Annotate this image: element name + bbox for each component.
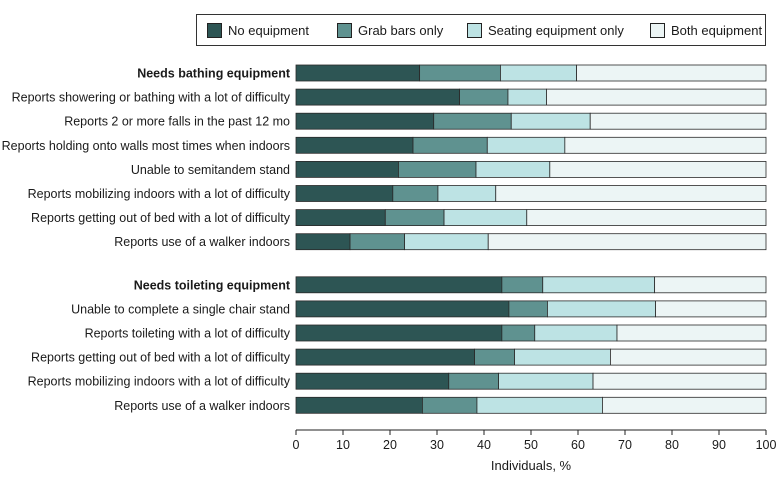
bar-g1-r6-no-equipment bbox=[295, 185, 394, 202]
bar-g1-r2-seating-equipment-only bbox=[507, 88, 547, 106]
bar-g1-r2-no-equipment bbox=[295, 88, 460, 106]
bar-g1-r5-no-equipment bbox=[295, 160, 399, 178]
bar-g2-r1-grab-bars-only bbox=[501, 276, 544, 294]
legend-item-both-equipment: Both equipment bbox=[650, 15, 762, 45]
bar-g2-r5-seating-equipment-only bbox=[498, 372, 594, 390]
bar-g2-r4-seating-equipment-only bbox=[514, 348, 611, 366]
bar-g2-r4-both-equipment bbox=[610, 348, 767, 366]
x-tick-label-100: 100 bbox=[756, 438, 777, 452]
chart-legend: No equipment Grab bars only Seating equi… bbox=[196, 14, 766, 46]
row-label-g2-r1: Needs toileting equipment bbox=[134, 278, 291, 292]
bar-g2-r3-no-equipment bbox=[295, 324, 503, 342]
bar-g1-r1-no-equipment bbox=[295, 64, 421, 82]
legend-swatch-no-equipment bbox=[207, 22, 222, 38]
bar-g1-r3-grab-bars-only bbox=[433, 112, 512, 130]
bar-g2-r3-seating-equipment-only bbox=[534, 324, 618, 342]
bar-g1-r3-no-equipment bbox=[295, 112, 435, 130]
legend-label-no-equipment: No equipment bbox=[228, 22, 309, 38]
row-label-g2-r3: Reports toileting with a lot of difficul… bbox=[85, 327, 291, 341]
bar-g1-r6-seating-equipment-only bbox=[437, 185, 497, 202]
bar-g1-r7-no-equipment bbox=[295, 209, 386, 227]
bar-g1-r1-seating-equipment-only bbox=[500, 64, 577, 82]
bar-g2-r2-both-equipment bbox=[655, 300, 767, 318]
bar-g1-r6-grab-bars-only bbox=[392, 185, 439, 202]
row-label-g1-r7: Reports getting out of bed with a lot of… bbox=[31, 211, 291, 225]
bar-g2-r3-grab-bars-only bbox=[501, 324, 536, 342]
bar-g2-r6-no-equipment bbox=[295, 396, 423, 414]
bar-g1-r2-grab-bars-only bbox=[459, 88, 509, 106]
legend-item-grab-bars-only: Grab bars only bbox=[337, 15, 443, 45]
legend-label-both-equipment: Both equipment bbox=[671, 22, 763, 38]
row-label-g1-r3: Reports 2 or more falls in the past 12 m… bbox=[64, 115, 290, 129]
bar-g1-r2-both-equipment bbox=[546, 88, 767, 106]
row-label-g2-r2: Unable to complete a single chair stand bbox=[71, 302, 290, 316]
bar-g2-r1-both-equipment bbox=[654, 276, 767, 294]
x-tick-label-50: 50 bbox=[524, 438, 538, 452]
bar-g1-r5-grab-bars-only bbox=[398, 160, 477, 178]
legend-swatch-both-equipment bbox=[650, 22, 665, 38]
bar-g1-r8-both-equipment bbox=[487, 233, 767, 251]
row-label-g1-r6: Reports mobilizing indoors with a lot of… bbox=[28, 187, 291, 201]
bar-g2-r1-no-equipment bbox=[295, 276, 503, 294]
bar-g1-r4-no-equipment bbox=[295, 136, 414, 154]
row-label-g2-r6: Reports use of a walker indoors bbox=[114, 399, 290, 413]
legend-label-seating-equipment-only: Seating equipment only bbox=[488, 22, 624, 38]
bar-g1-r7-both-equipment bbox=[526, 209, 767, 227]
x-tick-label-20: 20 bbox=[383, 438, 397, 452]
x-tick-label-80: 80 bbox=[665, 438, 679, 452]
row-label-g1-r1: Needs bathing equipment bbox=[137, 67, 291, 81]
bar-g1-r8-no-equipment bbox=[295, 233, 351, 251]
legend-swatch-grab-bars-only bbox=[337, 22, 352, 38]
x-tick-label-70: 70 bbox=[618, 438, 632, 452]
bar-g1-r7-seating-equipment-only bbox=[443, 209, 528, 227]
bar-g2-r2-grab-bars-only bbox=[508, 300, 548, 318]
x-tick-label-10: 10 bbox=[336, 438, 350, 452]
legend-item-no-equipment: No equipment bbox=[207, 15, 309, 45]
bar-g1-r3-seating-equipment-only bbox=[510, 112, 591, 130]
row-label-g2-r5: Reports mobilizing indoors with a lot of… bbox=[28, 375, 291, 389]
x-tick-label-30: 30 bbox=[430, 438, 444, 452]
bar-g1-r8-seating-equipment-only bbox=[404, 233, 489, 251]
x-tick-label-60: 60 bbox=[571, 438, 585, 452]
bar-g2-r2-no-equipment bbox=[295, 300, 510, 318]
bar-g2-r6-grab-bars-only bbox=[422, 396, 478, 414]
legend-item-seating-equipment-only: Seating equipment only bbox=[467, 15, 624, 45]
bar-g1-r3-both-equipment bbox=[589, 112, 767, 130]
x-tick-label-90: 90 bbox=[712, 438, 726, 452]
bar-g1-r8-grab-bars-only bbox=[349, 233, 405, 251]
bar-g1-r7-grab-bars-only bbox=[384, 209, 445, 227]
x-tick-label-0: 0 bbox=[293, 438, 300, 452]
row-label-g2-r4: Reports getting out of bed with a lot of… bbox=[31, 351, 291, 365]
bar-g2-r5-both-equipment bbox=[592, 372, 767, 390]
bar-g2-r5-grab-bars-only bbox=[448, 372, 499, 390]
row-label-g1-r4: Reports holding onto walls most times wh… bbox=[2, 139, 290, 153]
bar-g2-r5-no-equipment bbox=[295, 372, 450, 390]
legend-swatch-seating-equipment-only bbox=[467, 22, 482, 38]
row-label-g1-r5: Unable to semitandem stand bbox=[131, 163, 290, 177]
x-axis-label: Individuals, % bbox=[491, 458, 572, 473]
bar-g1-r4-grab-bars-only bbox=[412, 136, 488, 154]
bar-g2-r6-both-equipment bbox=[602, 396, 767, 414]
bar-g2-r1-seating-equipment-only bbox=[542, 276, 656, 294]
bar-g2-r4-grab-bars-only bbox=[474, 348, 515, 366]
bar-g1-r6-both-equipment bbox=[495, 185, 767, 202]
bar-g1-r1-both-equipment bbox=[576, 64, 767, 82]
row-label-g1-r2: Reports showering or bathing with a lot … bbox=[12, 91, 291, 105]
row-label-g1-r8: Reports use of a walker indoors bbox=[114, 235, 290, 249]
x-tick-label-40: 40 bbox=[477, 438, 491, 452]
bar-g1-r1-grab-bars-only bbox=[419, 64, 501, 82]
bar-g1-r4-seating-equipment-only bbox=[486, 136, 566, 154]
bar-g2-r4-no-equipment bbox=[295, 348, 476, 366]
bar-g1-r5-seating-equipment-only bbox=[475, 160, 551, 178]
bar-g2-r3-both-equipment bbox=[616, 324, 767, 342]
bar-g2-r6-seating-equipment-only bbox=[476, 396, 603, 414]
bar-g1-r4-both-equipment bbox=[564, 136, 767, 154]
legend-label-grab-bars-only: Grab bars only bbox=[358, 22, 444, 38]
bar-g2-r2-seating-equipment-only bbox=[547, 300, 656, 318]
bar-g1-r5-both-equipment bbox=[549, 160, 767, 178]
